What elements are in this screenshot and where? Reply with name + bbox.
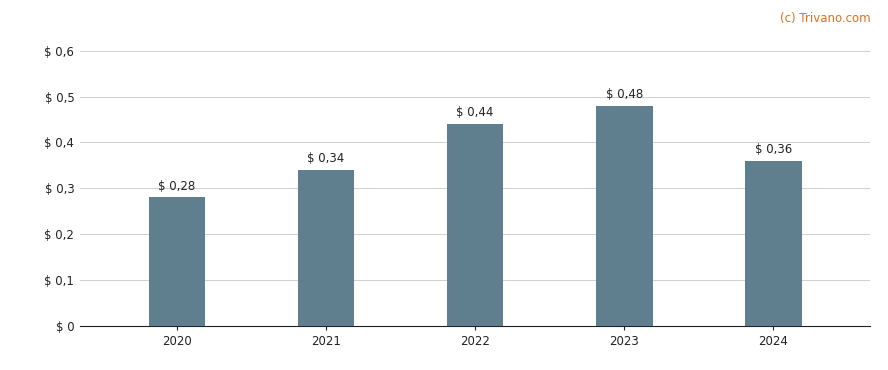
Text: $ 0,44: $ 0,44 [456,107,494,120]
Bar [596,106,653,326]
Text: $ 0,28: $ 0,28 [158,180,195,193]
Bar [297,170,354,326]
Text: (c) Trivano.com: (c) Trivano.com [780,13,870,26]
Text: $ 0,48: $ 0,48 [606,88,643,101]
Bar [148,197,205,326]
Text: $ 0,34: $ 0,34 [307,152,345,165]
Bar [447,124,503,326]
Bar [745,161,802,326]
Text: $ 0,36: $ 0,36 [755,143,792,156]
